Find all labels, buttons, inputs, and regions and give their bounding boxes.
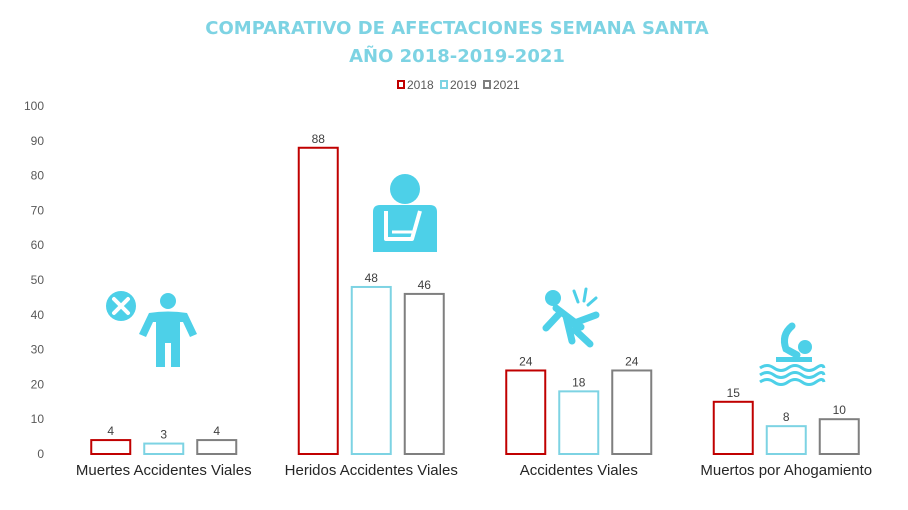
legend-label: 2019: [450, 78, 477, 92]
x-axis-labels: Muertes Accidentes Viales Heridos Acciden…: [76, 462, 872, 479]
y-axis: 0 10 20 30 40 50 60 70 80 90 100: [24, 99, 44, 461]
data-label: 3: [160, 428, 167, 442]
legend-swatch: [440, 80, 448, 89]
category-label: Accidentes Viales: [520, 462, 638, 479]
y-tick-label: 30: [31, 343, 45, 357]
bar: [558, 390, 600, 455]
injured-arm-icon: [373, 174, 437, 252]
legend-swatch: [483, 80, 491, 89]
person-cross-icon: [106, 291, 197, 367]
legend-label: 2018: [407, 78, 434, 92]
bar: [712, 400, 754, 455]
y-tick-label: 0: [37, 447, 44, 461]
swimmer-icon: [759, 322, 826, 386]
bar: [818, 418, 860, 456]
category-label: Muertes Accidentes Viales: [76, 462, 252, 479]
data-label: 48: [365, 271, 379, 285]
bar: [350, 285, 392, 455]
y-tick-label: 10: [31, 412, 45, 426]
chart-title-line-2: AÑO 2018-2019-2021: [349, 44, 565, 67]
data-label: 4: [213, 424, 220, 438]
y-tick-label: 70: [31, 203, 45, 217]
category-label: Muertos por Ahogamiento: [700, 462, 872, 479]
bar: [611, 369, 653, 456]
bar: [297, 146, 339, 455]
y-tick-label: 50: [31, 273, 45, 287]
y-tick-label: 80: [31, 169, 45, 183]
legend-swatch: [397, 80, 405, 89]
data-label: 46: [418, 278, 432, 292]
bar: [143, 442, 185, 455]
data-label: 24: [625, 354, 639, 368]
bar: [765, 425, 807, 456]
legend-label: 2021: [493, 78, 520, 92]
bars: [90, 146, 860, 456]
y-tick-label: 40: [31, 308, 45, 322]
data-label: 8: [783, 410, 790, 424]
data-label: 24: [519, 354, 533, 368]
bar: [403, 292, 445, 456]
data-label: 10: [833, 403, 847, 417]
legend: 2018 2019 2021: [397, 78, 520, 92]
data-label: 18: [572, 375, 586, 389]
person-falling-icon: [542, 287, 600, 348]
y-tick-label: 90: [31, 134, 45, 148]
data-label: 4: [107, 424, 114, 438]
y-tick-label: 100: [24, 99, 44, 113]
chart-title-line-1: COMPARATIVO DE AFECTACIONES SEMANA SANTA: [205, 18, 708, 39]
bar: [505, 369, 547, 456]
category-label: Heridos Accidentes Viales: [285, 462, 458, 479]
data-label: 88: [312, 132, 326, 146]
bar: [90, 439, 132, 455]
bar: [196, 439, 238, 455]
data-label: 15: [727, 386, 741, 400]
y-tick-label: 60: [31, 238, 45, 252]
data-labels: 4 3 4 88 48 46 24 18 24 15 8 10: [107, 132, 846, 442]
y-tick-label: 20: [31, 377, 45, 391]
